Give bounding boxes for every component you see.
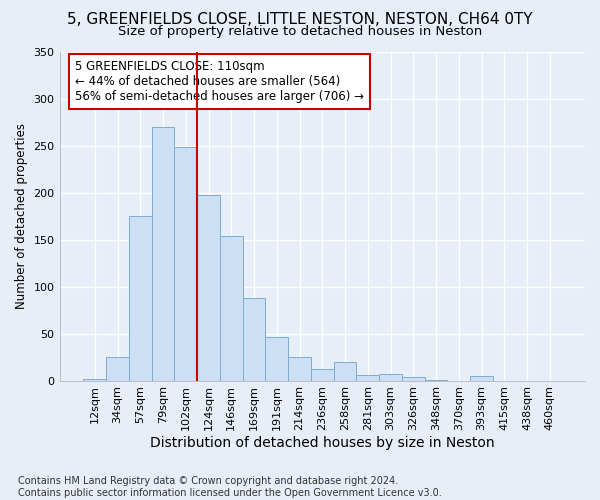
Bar — [311, 370, 334, 380]
Bar — [220, 236, 242, 380]
Bar — [379, 374, 402, 380]
Text: Size of property relative to detached houses in Neston: Size of property relative to detached ho… — [118, 25, 482, 38]
Bar — [175, 148, 197, 380]
Bar — [402, 377, 425, 380]
Bar — [152, 126, 175, 380]
Bar — [356, 375, 379, 380]
Bar — [265, 338, 288, 380]
Bar — [129, 216, 152, 380]
Bar — [106, 357, 129, 380]
Bar — [470, 376, 493, 380]
Bar — [334, 362, 356, 380]
Bar — [288, 357, 311, 380]
Bar — [197, 196, 220, 380]
Bar — [83, 378, 106, 380]
Bar — [242, 298, 265, 380]
Y-axis label: Number of detached properties: Number of detached properties — [15, 123, 28, 309]
Text: 5, GREENFIELDS CLOSE, LITTLE NESTON, NESTON, CH64 0TY: 5, GREENFIELDS CLOSE, LITTLE NESTON, NES… — [67, 12, 533, 28]
Text: 5 GREENFIELDS CLOSE: 110sqm
← 44% of detached houses are smaller (564)
56% of se: 5 GREENFIELDS CLOSE: 110sqm ← 44% of det… — [76, 60, 364, 102]
Text: Contains HM Land Registry data © Crown copyright and database right 2024.
Contai: Contains HM Land Registry data © Crown c… — [18, 476, 442, 498]
X-axis label: Distribution of detached houses by size in Neston: Distribution of detached houses by size … — [150, 436, 494, 450]
